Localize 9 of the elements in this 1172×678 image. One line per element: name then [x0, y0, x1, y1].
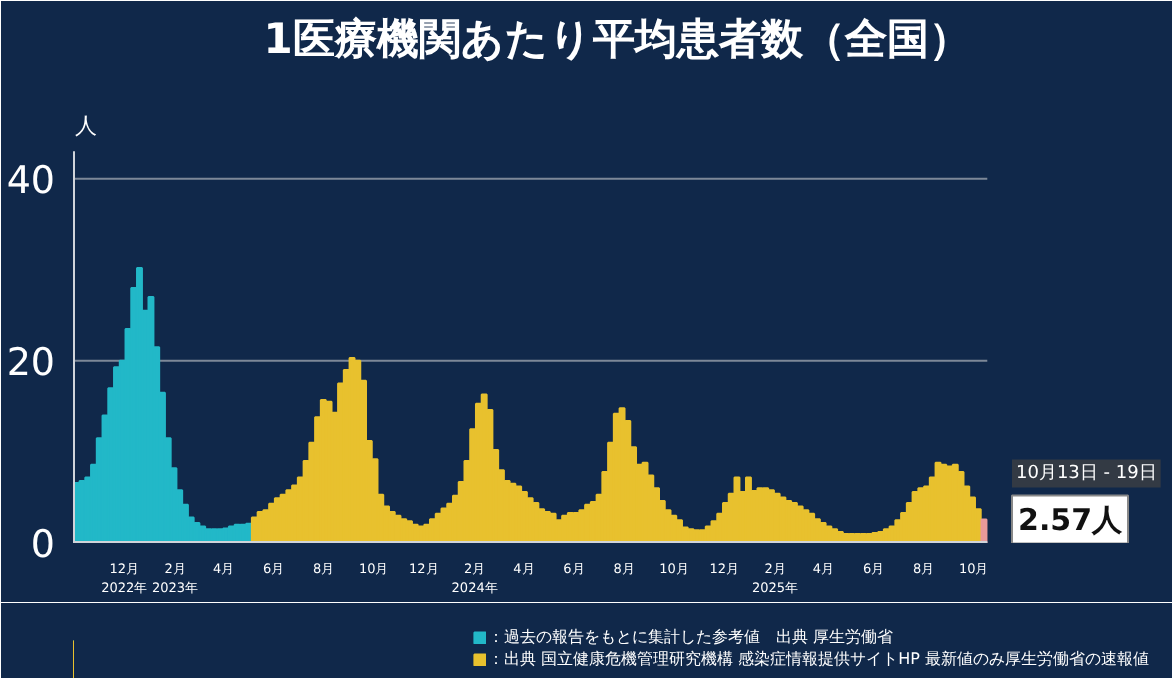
- legend-label: ：出典 国立健康危機管理研究機構 感染症情報提供サイトHP 最新値のみ厚生労働省の速報値: [488, 648, 1149, 670]
- y-tick-label: 40: [6, 158, 56, 203]
- annotation: 2.57人: [1018, 501, 1125, 538]
- legend-label: ：過去の報告をもとに集計した参考値 出典 厚生労働省: [488, 626, 894, 648]
- chart-title: 1医療機関あたり平均患者数（全国）: [263, 15, 971, 63]
- y-tick-label: 20: [6, 340, 56, 385]
- y-tick-label: 0: [30, 523, 56, 567]
- y-axis-title: 人: [75, 113, 97, 140]
- text: 10月13日 - 19日: [1016, 463, 1157, 484]
